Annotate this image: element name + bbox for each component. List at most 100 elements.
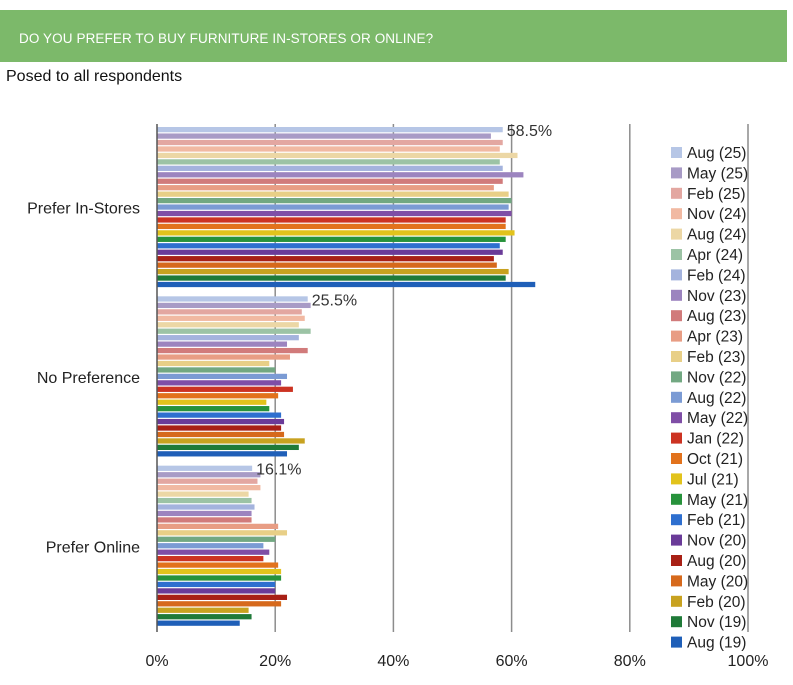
bar-prefer-in-stores-nov-20- — [157, 249, 503, 255]
legend-label: Aug (19) — [687, 635, 746, 652]
bar-prefer-in-stores-may-22- — [157, 210, 512, 217]
bar-prefer-online-nov-23- — [157, 510, 252, 517]
bar-prefer-online-apr-23- — [157, 523, 279, 529]
bar-prefer-online-feb-25- — [157, 478, 258, 484]
bar-no-preference-feb-21- — [157, 412, 282, 418]
bars — [157, 127, 536, 626]
legend-label: Feb (23) — [687, 349, 746, 366]
bar-prefer-in-stores-feb-25- — [157, 139, 503, 146]
legend-label: Apr (23) — [687, 329, 743, 346]
bar-no-preference-aug-25- — [157, 296, 308, 302]
x-tick-label: 0% — [145, 653, 168, 670]
legend-label: Feb (20) — [687, 594, 746, 611]
bar-prefer-in-stores-nov-19- — [157, 275, 506, 281]
bar-no-preference-jul-21- — [157, 399, 267, 405]
bar-prefer-online-aug-25- — [157, 465, 253, 471]
legend-swatch — [671, 555, 682, 566]
legend-label: Feb (25) — [687, 186, 746, 203]
bar-prefer-online-nov-20- — [157, 588, 276, 594]
bar-prefer-in-stores-feb-21- — [157, 243, 500, 249]
bar-no-preference-nov-22- — [157, 367, 276, 373]
data-label: 25.5% — [312, 292, 357, 309]
x-tick-label: 80% — [614, 653, 646, 670]
x-tick-label: 20% — [259, 653, 291, 670]
bar-prefer-online-aug-23- — [157, 517, 252, 523]
bar-prefer-online-may-25- — [157, 472, 261, 478]
bar-no-preference-apr-24- — [157, 328, 311, 334]
bar-prefer-online-feb-24- — [157, 504, 255, 510]
bar-no-preference-jan-22- — [157, 386, 293, 392]
chart-subtitle: Posed to all respondents — [6, 68, 183, 85]
legend-swatch — [671, 228, 682, 240]
bar-prefer-online-jan-22- — [157, 556, 264, 562]
bar-no-preference-may-22- — [157, 380, 282, 386]
legend-swatch — [671, 351, 682, 362]
x-tick-label: 60% — [496, 653, 528, 670]
legend-label: Nov (20) — [687, 533, 746, 550]
bar-no-preference-nov-20- — [157, 418, 285, 425]
bar-prefer-in-stores-feb-20- — [157, 268, 509, 275]
legend-label: Feb (21) — [687, 512, 746, 529]
bar-prefer-in-stores-aug-24- — [157, 152, 518, 159]
bar-no-preference-aug-24- — [157, 322, 299, 328]
bar-prefer-online-feb-23- — [157, 530, 288, 536]
legend-label: May (20) — [687, 573, 748, 590]
bar-prefer-online-may-20- — [157, 601, 282, 607]
x-tick-label: 40% — [377, 653, 409, 670]
labels: 0% 20% 40% 60% 80% 100% Prefer In-Stores 58.5% N… — [27, 123, 768, 670]
bar-prefer-in-stores-aug-25- — [157, 127, 503, 133]
bar-prefer-online-aug-24- — [157, 491, 249, 497]
bar-prefer-in-stores-nov-23- — [157, 172, 524, 178]
bar-prefer-online-oct-21- — [157, 562, 279, 568]
bar-no-preference-aug-19- — [157, 451, 288, 457]
x-tick-label: 100% — [728, 653, 769, 670]
legend-label: Jul (21) — [687, 471, 739, 488]
bar-prefer-online-nov-24- — [157, 485, 261, 491]
legend-swatch — [671, 371, 682, 383]
legend-swatch — [671, 330, 682, 342]
bar-prefer-in-stores-aug-19- — [157, 281, 536, 288]
legend-swatch — [671, 453, 682, 464]
bar-prefer-online-nov-19- — [157, 614, 252, 620]
legend-swatch — [671, 412, 682, 424]
bar-no-preference-may-20- — [157, 431, 285, 438]
bar-prefer-in-stores-feb-23- — [157, 191, 509, 197]
bar-prefer-online-feb-20- — [157, 607, 249, 613]
legend-swatch — [671, 595, 682, 607]
legend-label: Feb (24) — [687, 267, 746, 284]
bar-prefer-online-may-21- — [157, 575, 282, 581]
data-label: 16.1% — [256, 462, 301, 479]
bar-prefer-in-stores-may-25- — [157, 133, 491, 139]
bar-prefer-in-stores-aug-22- — [157, 204, 509, 210]
legend-label: Apr (24) — [687, 247, 743, 264]
legend-swatch — [671, 167, 682, 179]
legend-label: Nov (19) — [687, 614, 746, 631]
bar-prefer-online-aug-20- — [157, 594, 288, 600]
bar-prefer-in-stores-nov-22- — [157, 197, 512, 204]
bar-no-preference-may-25- — [157, 302, 311, 309]
bar-no-preference-aug-20- — [157, 425, 282, 431]
bar-no-preference-nov-19- — [157, 444, 299, 451]
bar-no-preference-aug-22- — [157, 373, 288, 380]
legend-label: Jan (22) — [687, 431, 744, 448]
legend-label: Aug (20) — [687, 553, 746, 570]
data-label: 58.5% — [507, 123, 552, 140]
legend-swatch — [671, 636, 682, 648]
bar-prefer-in-stores-may-20- — [157, 262, 497, 268]
bar-prefer-online-jul-21- — [157, 568, 282, 575]
category-label: Prefer In-Stores — [27, 201, 140, 218]
legend-swatch — [671, 269, 682, 281]
bar-no-preference-apr-23- — [157, 354, 290, 360]
bar-no-preference-may-21- — [157, 406, 270, 412]
legend-label: Nov (23) — [687, 288, 746, 305]
legend: Aug (25) May (25) Feb (25) Nov (24) Aug (24)… — [671, 145, 748, 652]
bar-prefer-in-stores-aug-23- — [157, 178, 503, 184]
bar-no-preference-feb-24- — [157, 335, 299, 341]
legend-swatch — [671, 208, 682, 220]
bar-prefer-in-stores-jan-22- — [157, 217, 506, 223]
legend-swatch — [671, 289, 682, 301]
bar-prefer-online-aug-22- — [157, 543, 264, 549]
legend-swatch — [671, 310, 682, 322]
legend-swatch — [671, 616, 682, 628]
